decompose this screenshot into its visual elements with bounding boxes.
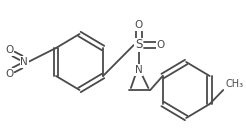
Text: O: O bbox=[157, 40, 165, 50]
Text: O: O bbox=[135, 20, 143, 30]
Text: O: O bbox=[6, 69, 14, 79]
Text: S: S bbox=[135, 38, 142, 51]
Text: N: N bbox=[20, 57, 28, 67]
Text: N: N bbox=[135, 65, 142, 75]
Text: CH₃: CH₃ bbox=[225, 79, 243, 89]
Text: O: O bbox=[6, 45, 14, 55]
